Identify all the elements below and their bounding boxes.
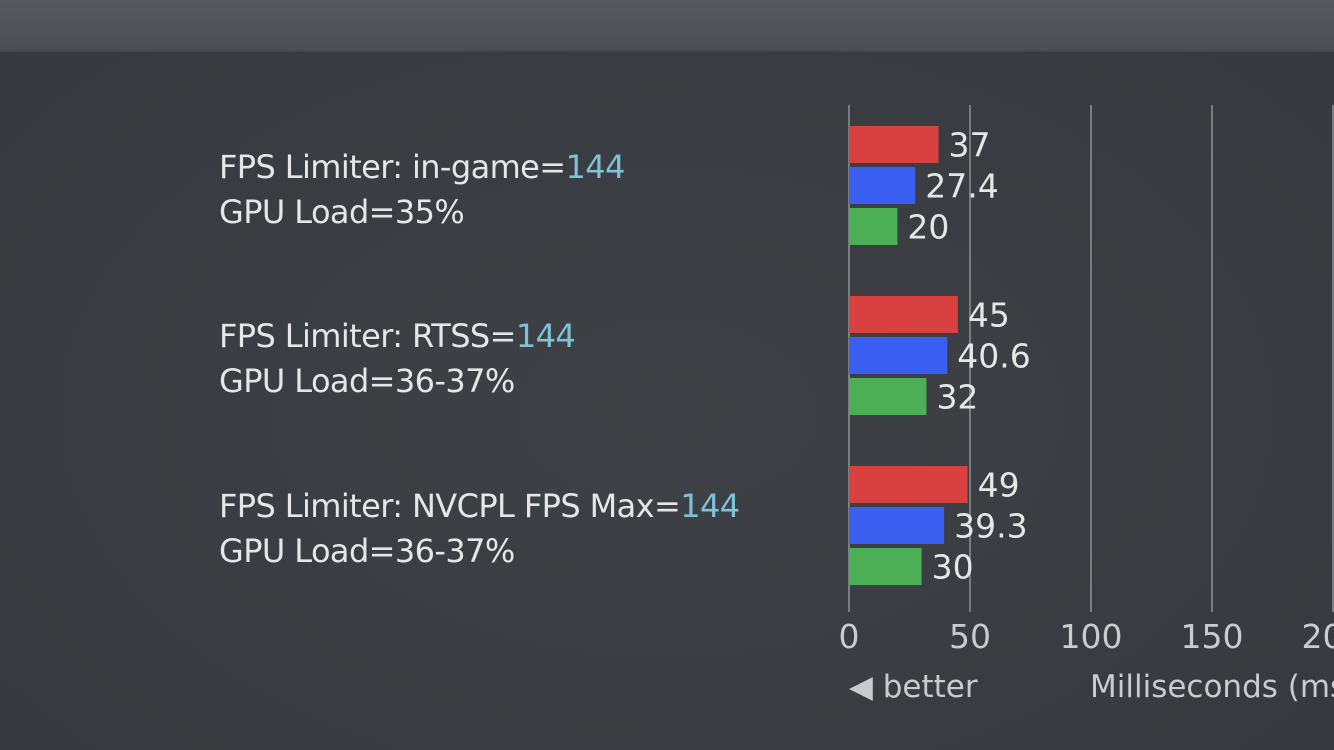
bar-s2-c2 [849, 548, 922, 585]
value-label-s1-c1: 40.6 [957, 337, 1030, 376]
value-labels: 37 45 49 27.4 40.6 39.3 20 32 30 [907, 126, 1030, 587]
bar-s1-c0 [849, 167, 916, 204]
value-label-s0-c0: 37 [949, 126, 991, 165]
category-prefix-1: FPS Limiter: RTSS= [219, 317, 516, 355]
category-gpu-load-1: GPU Load=36-37% [219, 362, 515, 400]
bar-s2-c0 [849, 208, 898, 245]
top-bar [0, 0, 1334, 52]
category-fps-value-0: 144 [565, 148, 625, 186]
x-axis-title: Milliseconds (ms) [1090, 669, 1334, 705]
category-gpu-load-0: GPU Load=35% [219, 193, 465, 231]
value-label-s2-c2: 30 [932, 548, 974, 587]
category-label-1: FPS Limiter: RTSS=144 GPU Load=36-37% [219, 314, 576, 404]
tick-label-0: 0 [839, 617, 860, 656]
category-prefix-0: FPS Limiter: in-game= [219, 148, 566, 186]
category-label-0: FPS Limiter: in-game=144 GPU Load=35% [219, 145, 625, 235]
value-label-s1-c2: 39.3 [954, 507, 1027, 546]
bar-s0-c2 [849, 466, 968, 503]
category-line1-0: FPS Limiter: in-game=144 [219, 145, 625, 190]
category-fps-value-1: 144 [515, 317, 576, 355]
better-direction-hint: ◀ better [849, 669, 978, 705]
bar-s1-c2 [849, 507, 945, 544]
category-line1-2: FPS Limiter: NVCPL FPS Max=144 [219, 484, 740, 529]
value-label-s1-c0: 27.4 [925, 167, 998, 206]
tick-label-2: 100 [1060, 617, 1123, 656]
tick-label-1: 50 [949, 617, 991, 656]
category-gpu-load-2: GPU Load=36-37% [219, 532, 515, 570]
category-line1-1: FPS Limiter: RTSS=144 [219, 314, 576, 359]
value-label-s2-c0: 20 [907, 208, 949, 247]
bar-s1-c1 [849, 337, 948, 374]
category-fps-value-2: 144 [680, 487, 740, 525]
bar-s2-c1 [849, 378, 927, 415]
bars [849, 126, 968, 585]
category-label-2: FPS Limiter: NVCPL FPS Max=144 GPU Load=… [219, 484, 740, 574]
value-label-s0-c1: 45 [968, 296, 1010, 335]
category-prefix-2: FPS Limiter: NVCPL FPS Max= [219, 487, 681, 525]
tick-label-4: 200 [1302, 617, 1334, 656]
x-axis: 0 50 100 150 200 ◀ better Milliseconds (ms) [839, 617, 1334, 705]
value-label-s2-c1: 32 [936, 378, 978, 417]
tick-label-3: 150 [1181, 617, 1244, 656]
bar-s0-c0 [849, 126, 939, 163]
value-label-s0-c2: 49 [978, 466, 1020, 505]
bar-s0-c1 [849, 296, 958, 333]
